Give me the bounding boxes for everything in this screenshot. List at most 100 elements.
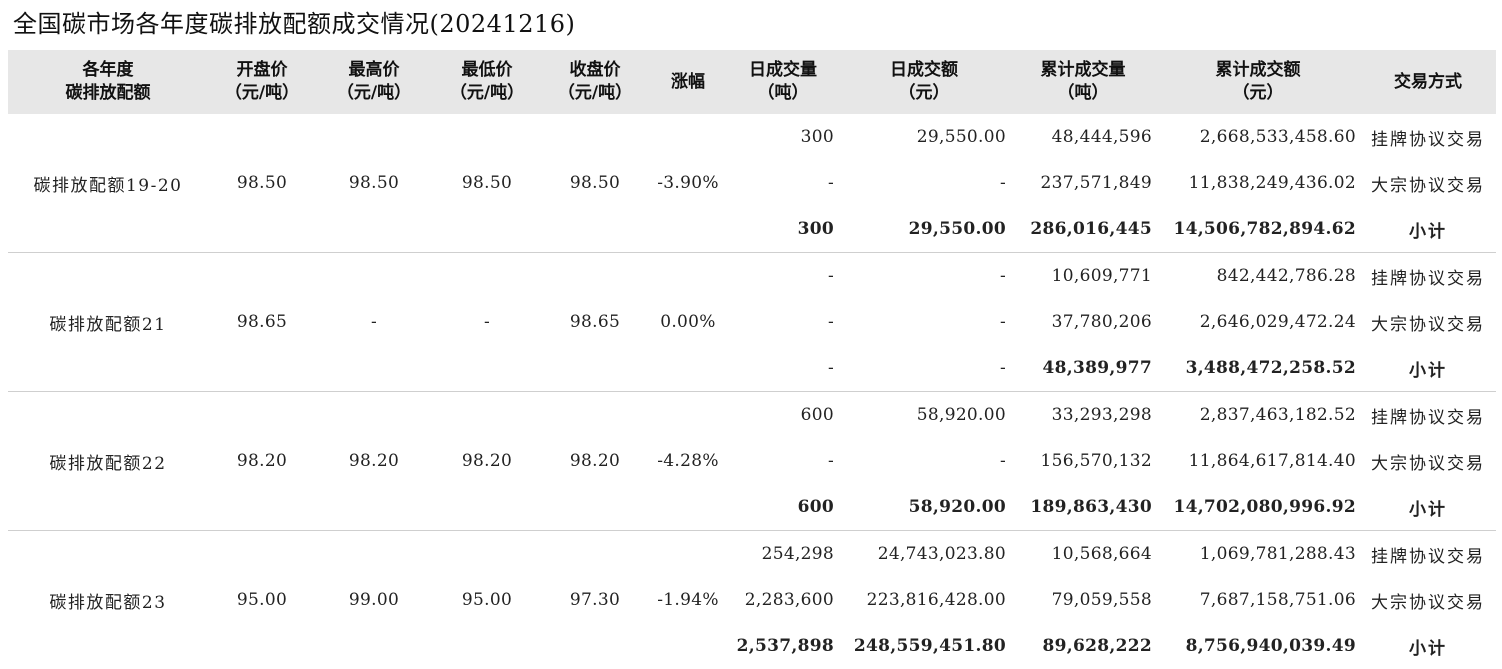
cumulative-volume: 10,609,771 [1010, 253, 1156, 300]
close-price: 98.65 [542, 253, 648, 392]
low-price: 98.50 [432, 114, 542, 253]
cumulative-amount: 1,069,781,288.43 [1156, 531, 1360, 578]
low-price: 98.20 [432, 392, 542, 531]
high-price: 99.00 [316, 531, 432, 669]
cumulative-amount: 14,506,782,894.62 [1156, 206, 1360, 253]
daily-volume: - [728, 345, 838, 392]
daily-amount: 58,920.00 [838, 484, 1010, 531]
trade-mode: 小计 [1360, 484, 1496, 531]
trade-mode: 挂牌协议交易 [1360, 531, 1496, 578]
change-percent: -1.94% [648, 531, 728, 669]
close-price: 98.50 [542, 114, 648, 253]
allowance-name: 碳排放配额22 [8, 392, 208, 531]
daily-volume: 600 [728, 484, 838, 531]
allowance-name: 碳排放配额21 [8, 253, 208, 392]
cumulative-amount: 11,838,249,436.02 [1156, 160, 1360, 206]
table-row: 碳排放配额21 98.65 - - 98.65 0.00% - - 10,609… [8, 253, 1496, 300]
cumulative-volume: 189,863,430 [1010, 484, 1156, 531]
daily-volume: - [728, 299, 838, 345]
trade-mode: 大宗协议交易 [1360, 577, 1496, 623]
header-daily-volume: 日成交量（吨） [728, 50, 838, 114]
daily-volume: 254,298 [728, 531, 838, 578]
header-low-price: 最低价（元/吨） [432, 50, 542, 114]
daily-amount: - [838, 345, 1010, 392]
cumulative-volume: 10,568,664 [1010, 531, 1156, 578]
cumulative-amount: 2,837,463,182.52 [1156, 392, 1360, 439]
header-cumulative-amount: 累计成交额（元） [1156, 50, 1360, 114]
change-percent: -4.28% [648, 392, 728, 531]
daily-amount: - [838, 253, 1010, 300]
high-price: 98.20 [316, 392, 432, 531]
cumulative-volume: 79,059,558 [1010, 577, 1156, 623]
page-title: 全国碳市场各年度碳排放配额成交情况(20241216) [13, 6, 575, 42]
table-row: 碳排放配额22 98.20 98.20 98.20 98.20 -4.28% 6… [8, 392, 1496, 439]
cumulative-volume: 33,293,298 [1010, 392, 1156, 439]
daily-amount: - [838, 299, 1010, 345]
trade-mode: 小计 [1360, 623, 1496, 669]
low-price: - [432, 253, 542, 392]
open-price: 95.00 [208, 531, 316, 669]
cumulative-volume: 286,016,445 [1010, 206, 1156, 253]
header-row: 各年度碳排放配额 开盘价（元/吨） 最高价（元/吨） 最低价（元/吨） 收盘价（… [8, 50, 1496, 114]
daily-volume: 300 [728, 206, 838, 253]
high-price: - [316, 253, 432, 392]
header-trade-mode: 交易方式 [1360, 50, 1496, 114]
header-cumulative-volume: 累计成交量（吨） [1010, 50, 1156, 114]
header-change: 涨幅 [648, 50, 728, 114]
header-close-price: 收盘价（元/吨） [542, 50, 648, 114]
cumulative-amount: 3,488,472,258.52 [1156, 345, 1360, 392]
daily-amount: 24,743,023.80 [838, 531, 1010, 578]
low-price: 95.00 [432, 531, 542, 669]
daily-volume: - [728, 160, 838, 206]
trade-mode: 大宗协议交易 [1360, 438, 1496, 484]
daily-volume: 600 [728, 392, 838, 439]
daily-volume: 2,283,600 [728, 577, 838, 623]
trade-mode: 大宗协议交易 [1360, 160, 1496, 206]
daily-amount: - [838, 438, 1010, 484]
trade-mode: 小计 [1360, 345, 1496, 392]
cumulative-volume: 156,570,132 [1010, 438, 1156, 484]
table-row: 碳排放配额19-20 98.50 98.50 98.50 98.50 -3.90… [8, 114, 1496, 160]
daily-volume: 300 [728, 114, 838, 160]
header-open-price: 开盘价（元/吨） [208, 50, 316, 114]
cumulative-volume: 237,571,849 [1010, 160, 1156, 206]
cumulative-volume: 89,628,222 [1010, 623, 1156, 669]
change-percent: 0.00% [648, 253, 728, 392]
daily-amount: 248,559,451.80 [838, 623, 1010, 669]
cumulative-amount: 11,864,617,814.40 [1156, 438, 1360, 484]
open-price: 98.20 [208, 392, 316, 531]
close-price: 98.20 [542, 392, 648, 531]
allowance-name: 碳排放配额23 [8, 531, 208, 669]
allowance-name: 碳排放配额19-20 [8, 114, 208, 253]
trade-mode: 挂牌协议交易 [1360, 253, 1496, 300]
table-row: 碳排放配额23 95.00 99.00 95.00 97.30 -1.94% 2… [8, 531, 1496, 578]
open-price: 98.50 [208, 114, 316, 253]
trade-mode: 大宗协议交易 [1360, 299, 1496, 345]
trade-mode: 挂牌协议交易 [1360, 114, 1496, 160]
cumulative-amount: 7,687,158,751.06 [1156, 577, 1360, 623]
header-daily-amount: 日成交额（元） [838, 50, 1010, 114]
daily-amount: 58,920.00 [838, 392, 1010, 439]
cumulative-amount: 2,668,533,458.60 [1156, 114, 1360, 160]
change-percent: -3.90% [648, 114, 728, 253]
carbon-trading-table: 各年度碳排放配额 开盘价（元/吨） 最高价（元/吨） 最低价（元/吨） 收盘价（… [8, 50, 1496, 669]
open-price: 98.65 [208, 253, 316, 392]
daily-amount: - [838, 160, 1010, 206]
cumulative-volume: 37,780,206 [1010, 299, 1156, 345]
cumulative-amount: 14,702,080,996.92 [1156, 484, 1360, 531]
daily-volume: 2,537,898 [728, 623, 838, 669]
cumulative-volume: 48,444,596 [1010, 114, 1156, 160]
daily-amount: 29,550.00 [838, 206, 1010, 253]
header-year-allowance: 各年度碳排放配额 [8, 50, 208, 114]
cumulative-amount: 8,756,940,039.49 [1156, 623, 1360, 669]
daily-amount: 29,550.00 [838, 114, 1010, 160]
close-price: 97.30 [542, 531, 648, 669]
trade-mode: 挂牌协议交易 [1360, 392, 1496, 439]
cumulative-amount: 2,646,029,472.24 [1156, 299, 1360, 345]
header-high-price: 最高价（元/吨） [316, 50, 432, 114]
cumulative-amount: 842,442,786.28 [1156, 253, 1360, 300]
daily-volume: - [728, 253, 838, 300]
cumulative-volume: 48,389,977 [1010, 345, 1156, 392]
daily-amount: 223,816,428.00 [838, 577, 1010, 623]
trade-mode: 小计 [1360, 206, 1496, 253]
